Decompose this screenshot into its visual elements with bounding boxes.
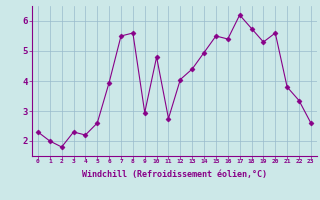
X-axis label: Windchill (Refroidissement éolien,°C): Windchill (Refroidissement éolien,°C) [82,170,267,179]
